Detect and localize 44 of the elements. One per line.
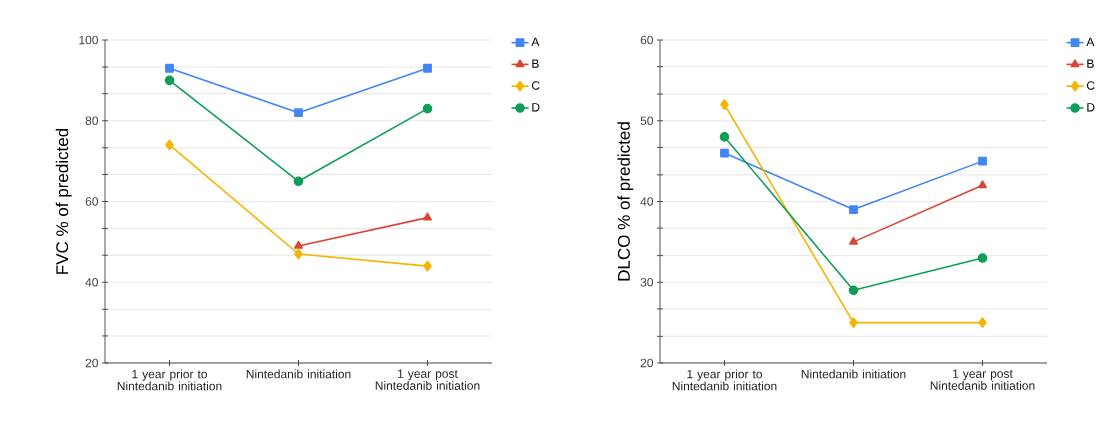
x-tick-label: Nintedanib initiation [246, 369, 351, 379]
legend-label: A [531, 37, 540, 46]
y-tick-label: 20 [85, 358, 99, 368]
y-tick-label: 40 [640, 197, 654, 206]
point [422, 103, 433, 114]
y-tick-label: 100 [79, 35, 99, 45]
y-axis-title: DLCO % of predicted [617, 122, 634, 281]
y-axis-title: FVC % of predicted [55, 128, 72, 274]
point [720, 148, 729, 158]
x-tick-label: 1 year prior to Nintedanib initiation [672, 369, 777, 391]
point [165, 63, 174, 73]
legend-label: B [532, 59, 539, 68]
point [164, 75, 175, 86]
y-tick-label: 20 [640, 358, 654, 368]
y-tick-label: 60 [640, 35, 654, 45]
point [423, 63, 432, 73]
point [294, 108, 303, 118]
x-tick-label: Nintedanib initiation [801, 369, 906, 379]
x-tick-label: 1 year prior to Nintedanib initiation [117, 369, 222, 391]
point [849, 317, 858, 329]
point [294, 248, 303, 260]
legend-label: A [1086, 37, 1095, 46]
point [978, 317, 987, 329]
legend-label: D [532, 103, 540, 112]
point [165, 139, 174, 151]
y-tick-label: 40 [85, 278, 99, 287]
y-tick-label: 30 [640, 278, 654, 287]
legend-label: B [1087, 59, 1094, 68]
point [848, 285, 859, 296]
point [720, 99, 729, 110]
x-tick-label: 1 year post Nintedanib initiation [375, 369, 480, 390]
point [978, 156, 987, 166]
point [423, 260, 432, 272]
x-tick-label: 1 year post Nintedanib initiation [930, 369, 1035, 390]
point [849, 205, 858, 214]
y-tick-label: 80 [85, 116, 99, 125]
legend-label: C [1086, 81, 1095, 90]
point [293, 176, 304, 187]
point [977, 253, 988, 263]
y-tick-label: 50 [640, 116, 654, 125]
point [719, 132, 730, 142]
legend-label: D [1087, 103, 1095, 112]
legend-label: C [531, 81, 540, 90]
y-tick-label: 60 [85, 197, 99, 206]
